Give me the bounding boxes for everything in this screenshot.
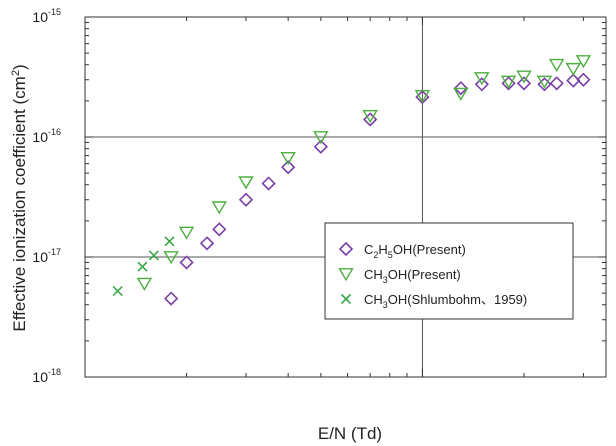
legend-label-part: CH	[364, 292, 383, 307]
y-axis-title-superscript: 2	[10, 70, 22, 76]
legend-x-marker	[340, 293, 352, 305]
y-axis-title-main: Effective ionization coefficient (cm	[10, 76, 29, 331]
legend-triangle-down-marker	[338, 268, 354, 282]
minor-ticks	[85, 17, 606, 377]
triangle-down-point	[453, 87, 469, 101]
diamond-point	[474, 77, 489, 92]
legend-label-part: H	[378, 242, 387, 257]
x-point	[112, 286, 123, 297]
legend-diamond-marker	[338, 241, 354, 257]
diamond-point	[537, 77, 552, 92]
y-axis-title: Effective ionization coefficient (cm2)	[10, 64, 29, 331]
data-markers	[112, 55, 592, 306]
diamond-point	[281, 160, 296, 175]
triangle-down-point	[516, 70, 532, 84]
x-point	[164, 236, 175, 247]
triangle-down-point	[178, 226, 195, 240]
triangle-down-point	[414, 90, 431, 104]
triangle-down-point	[500, 75, 517, 89]
diamond-point	[576, 72, 591, 87]
triangle-down-point	[474, 72, 490, 86]
triangle-down-point	[238, 176, 254, 190]
triangle-down-point	[575, 55, 592, 69]
y-tick-label-base: 10	[32, 369, 48, 385]
legend-label-part: C	[364, 242, 373, 257]
y-tick-label-exponent: -17	[48, 247, 61, 257]
diamond-point	[453, 81, 468, 96]
diamond-point	[566, 73, 581, 88]
y-tick-label-base: 10	[32, 9, 48, 25]
diamond-point	[261, 176, 276, 191]
diamond-point	[363, 112, 378, 127]
diamond-point	[179, 255, 194, 270]
legend-label: CH3OH(Present)	[364, 267, 461, 285]
diamond-point	[199, 236, 215, 251]
diamond-point	[238, 192, 254, 207]
legend-label-subscript: 2	[373, 250, 378, 260]
triangle-down-point	[362, 109, 378, 124]
y-axis-title-tail: )	[10, 64, 29, 70]
legend: C2H5OH(Present)CH3OH(Present)CH3OH(Shlum…	[324, 222, 574, 320]
legend-label-part: CH	[364, 267, 383, 282]
y-tick-label-exponent: -15	[48, 7, 61, 17]
legend-label-part: OH(Present)	[388, 267, 461, 282]
legend-label-subscript: 5	[388, 250, 393, 260]
triangle-down-point	[211, 201, 227, 215]
x-point	[137, 261, 148, 272]
y-tick-label: 10-16	[32, 127, 61, 145]
triangle-down-point	[313, 131, 329, 145]
legend-label-part: OH(Present)	[393, 242, 466, 257]
diamond-point	[516, 76, 532, 91]
diamond-point	[212, 222, 227, 237]
legend-label-subscript: 3	[383, 275, 388, 285]
triangle-down-point	[565, 62, 582, 77]
y-tick-label-base: 10	[32, 249, 48, 265]
y-tick-label-exponent: -16	[48, 127, 61, 137]
triangle-down-point	[280, 151, 296, 166]
y-tick-label-exponent: -18	[48, 367, 61, 377]
y-tick-label-base: 10	[32, 129, 48, 145]
legend-label-part: OH(Shlumbohm、1959)	[388, 292, 527, 307]
x-point	[148, 250, 159, 261]
diamond-point	[549, 76, 564, 91]
triangle-down-point	[136, 277, 153, 291]
y-tick-label: 10-18	[32, 367, 61, 385]
triangle-down-point	[163, 251, 179, 265]
legend-box	[324, 222, 574, 320]
y-tick-label: 10-15	[32, 7, 61, 25]
legend-label: CH3OH(Shlumbohm、1959)	[364, 292, 527, 310]
diamond-point	[313, 139, 328, 154]
triangle-down-point	[536, 75, 553, 89]
legend-label-subscript: 3	[383, 300, 388, 310]
legend-label: C2H5OH(Present)	[364, 242, 466, 260]
triangle-down-point	[548, 58, 565, 72]
y-tick-label: 10-17	[32, 247, 61, 265]
plot-frame	[84, 16, 607, 378]
diamond-point	[164, 291, 179, 306]
x-axis-title: E/N (Td)	[318, 424, 382, 443]
